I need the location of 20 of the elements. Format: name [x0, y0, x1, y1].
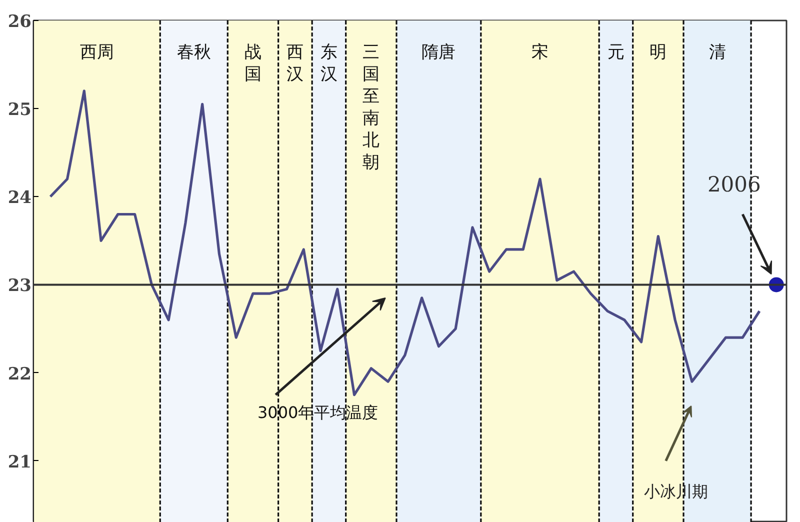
y-tick-label: 25 — [8, 100, 32, 120]
y-tick-label: 23 — [8, 276, 32, 296]
y-tick-label: 26 — [8, 12, 32, 32]
annotation: 春秋 — [176, 42, 211, 63]
annotation: 清 — [708, 42, 726, 63]
y-tick-label: 24 — [8, 188, 32, 208]
annotation: 小冰川期 — [644, 482, 708, 502]
annotation: 2006 — [707, 172, 761, 196]
annotation: 东汉 — [320, 42, 338, 85]
annotation: 三国至南北朝 — [362, 42, 380, 173]
annotation: 明 — [650, 42, 667, 63]
ref-line-label: 3000年平均温度 — [257, 402, 378, 422]
annotation: 隋唐 — [422, 42, 456, 63]
annotation: 元 — [607, 42, 624, 63]
annotation: 西汉 — [286, 42, 304, 85]
annotation: 宋 — [532, 42, 548, 63]
y-tick-label: 22 — [8, 364, 32, 384]
annotation: 西周 — [80, 42, 114, 63]
y-tick-label: 21 — [8, 452, 32, 472]
annotation: 战国 — [244, 42, 262, 85]
